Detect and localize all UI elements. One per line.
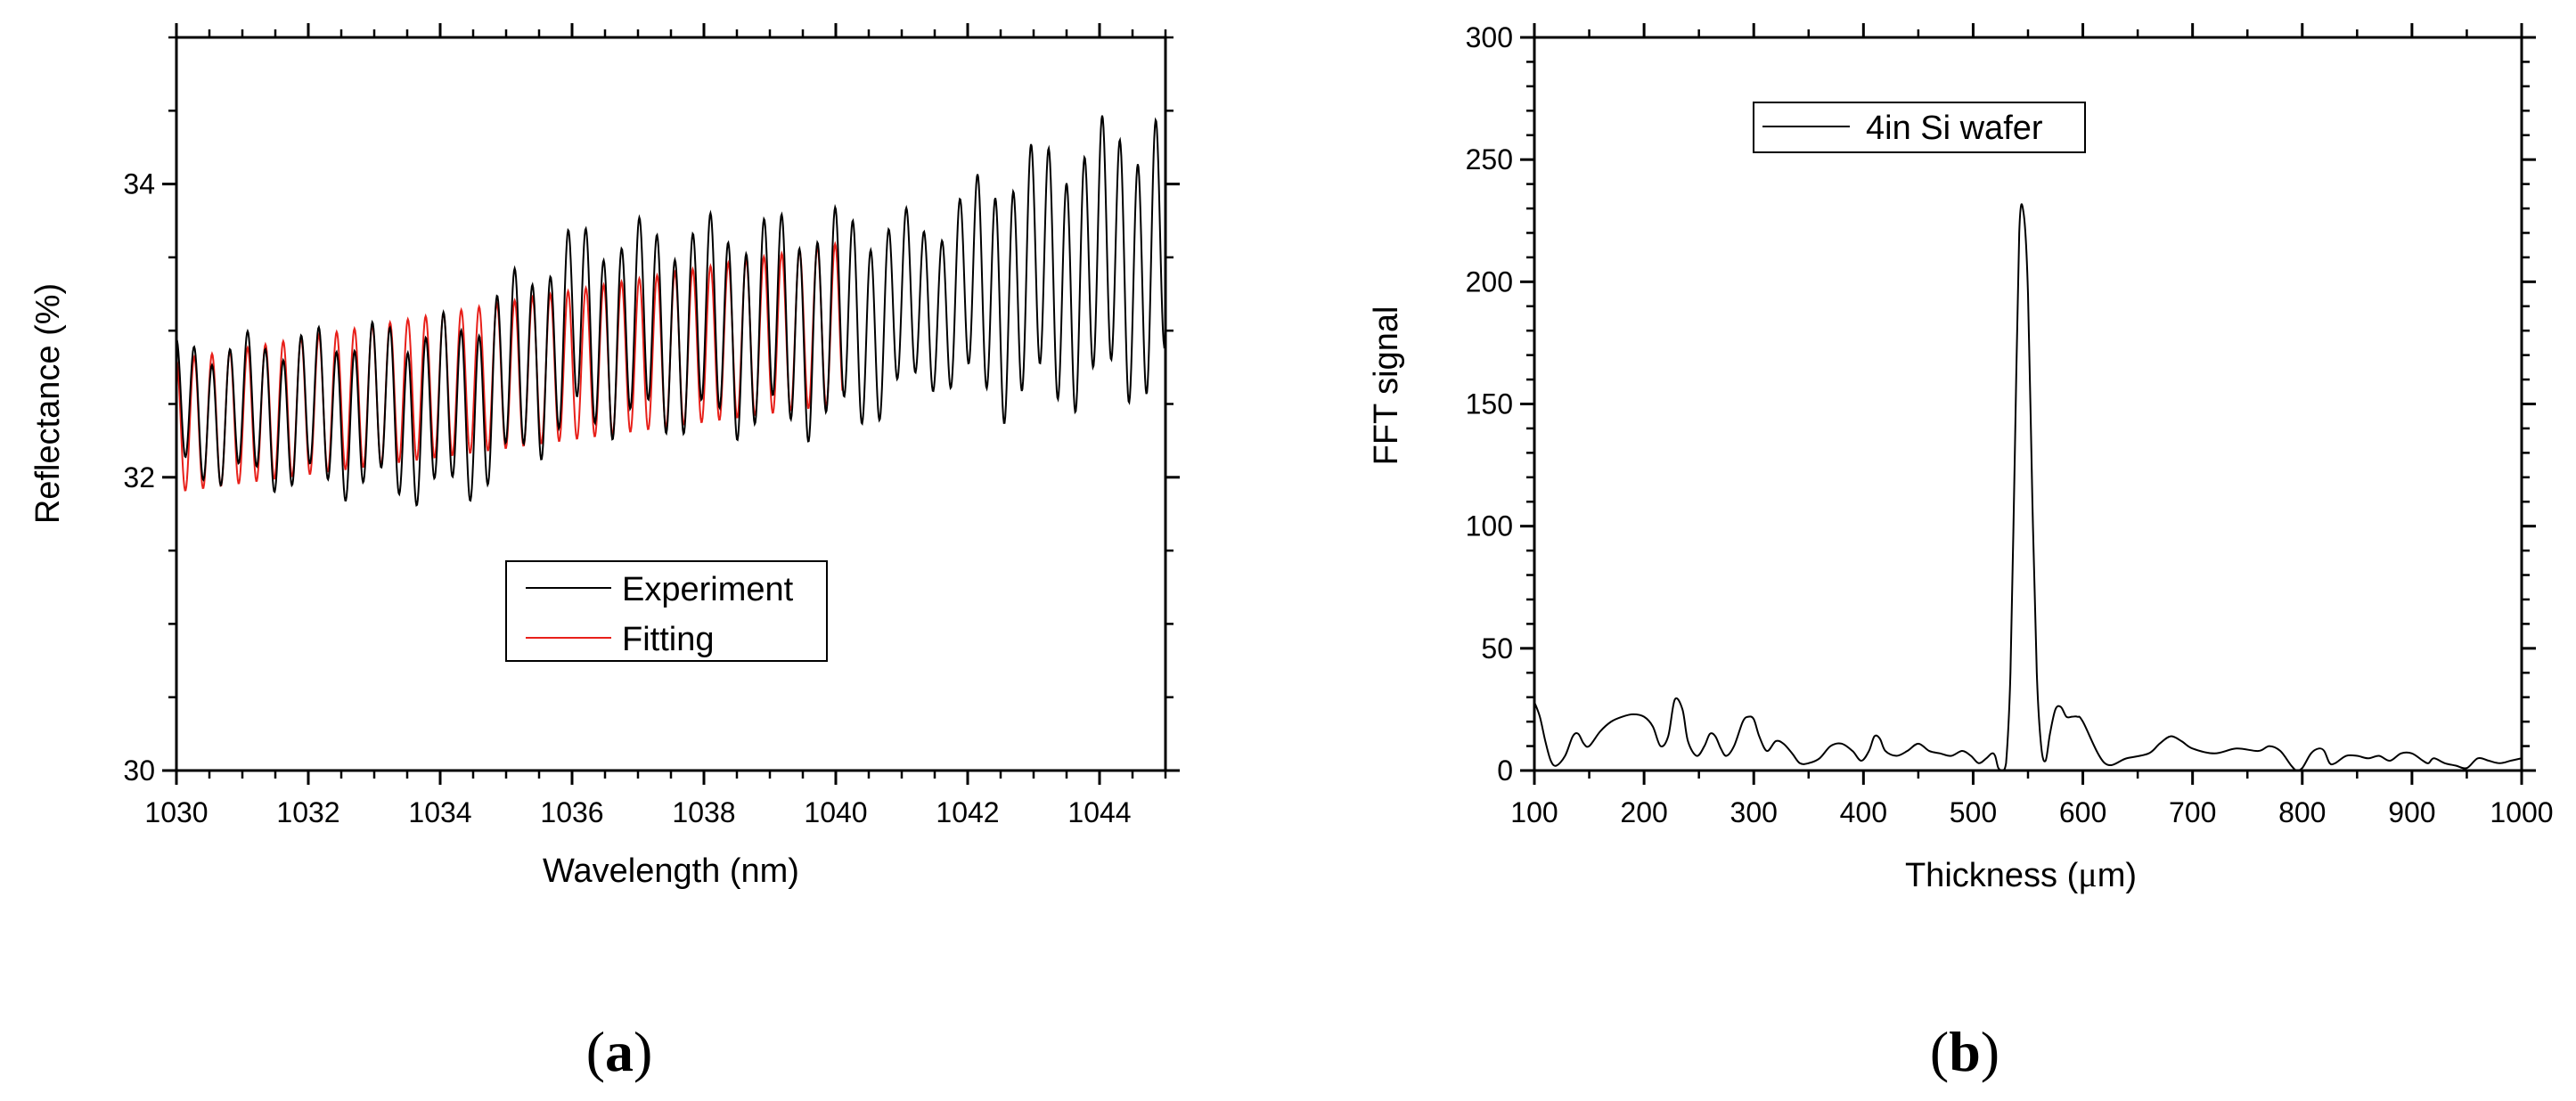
chart-a-x-axis-title: Wavelength (nm) xyxy=(543,852,799,890)
b-y-tick-label: 100 xyxy=(1466,510,1513,542)
b-x-tick-label: 1000 xyxy=(2490,796,2553,828)
a-x-tick-label: 1034 xyxy=(408,796,471,828)
chart-a-x-tick-labels: 1030 1032 1034 1036 1038 1040 1042 1044 xyxy=(144,796,1131,828)
chart-b-x-tick-labels: 100 200 300 400 500 600 700 800 900 1000 xyxy=(1510,796,2553,828)
a-x-tick-label: 1032 xyxy=(276,796,339,828)
chart-b-legend-box xyxy=(1753,102,2086,153)
chart-a-y-axis-title: Reflectance (%) xyxy=(29,283,67,524)
b-x-tick-label: 500 xyxy=(1950,796,1997,828)
chart-b-x-axis-title-mu: μ xyxy=(2078,854,2097,894)
chart-a-legend-label-fitting: Fitting xyxy=(622,621,714,658)
chart-b-x-axis-title: Thickness (μm) xyxy=(1905,854,2137,894)
chart-a-panel-label-letter: a xyxy=(605,1020,634,1083)
b-x-tick-label: 100 xyxy=(1510,796,1558,828)
b-x-tick-label: 200 xyxy=(1620,796,1667,828)
b-x-tick-label: 400 xyxy=(1840,796,1887,828)
chart-b-series-si-wafer xyxy=(1533,203,2523,772)
b-x-tick-label: 900 xyxy=(2388,796,2435,828)
a-x-tick-label: 1038 xyxy=(672,796,735,828)
chart-b-x-axis-title-prefix: Thickness ( xyxy=(1905,857,2079,894)
b-y-tick-label: 250 xyxy=(1466,143,1513,175)
a-y-tick-label: 30 xyxy=(123,754,155,787)
b-y-tick-label: 300 xyxy=(1466,21,1513,53)
b-y-tick-label: 150 xyxy=(1466,388,1513,420)
b-x-tick-label: 700 xyxy=(2169,796,2216,828)
chart-a-experiment-line xyxy=(176,115,1166,508)
b-y-tick-label: 50 xyxy=(1481,632,1513,665)
chart-a-panel-label-open: ( xyxy=(586,1020,605,1083)
chart-b-fft-line xyxy=(1533,203,2523,772)
chart-b: 100 200 300 400 500 600 700 800 900 1000 0 50 100 15… xyxy=(1368,21,2554,1083)
chart-a-ticks xyxy=(162,23,1180,785)
b-x-tick-label: 800 xyxy=(2278,796,2326,828)
a-x-tick-label: 1030 xyxy=(144,796,208,828)
b-y-tick-label: 0 xyxy=(1497,754,1513,787)
chart-b-panel-label-letter: b xyxy=(1949,1020,1981,1083)
b-x-tick-label: 300 xyxy=(1730,796,1778,828)
chart-a-legend-box xyxy=(505,560,828,662)
b-y-tick-label: 200 xyxy=(1466,265,1513,298)
a-x-tick-label: 1042 xyxy=(936,796,999,828)
a-x-tick-label: 1040 xyxy=(804,796,867,828)
a-x-tick-label: 1044 xyxy=(1067,796,1131,828)
chart-b-y-axis-title: FFT signal xyxy=(1368,306,1405,466)
a-y-tick-label: 34 xyxy=(123,168,155,200)
chart-a-legend-label-experiment: Experiment xyxy=(622,571,794,608)
chart-b-panel-label-open: ( xyxy=(1930,1020,1949,1083)
chart-a-y-tick-labels: 30 32 34 xyxy=(123,168,155,787)
chart-a-legend: Experiment Fitting xyxy=(505,560,828,662)
chart-a: 1030 1032 1034 1036 1038 1040 1042 1044 303234 … xyxy=(29,23,1180,1083)
chart-a-panel-label-close: ) xyxy=(634,1020,652,1083)
chart-b-x-axis-title-suffix: m) xyxy=(2098,857,2137,894)
chart-b-panel-label-close: ) xyxy=(1981,1020,1999,1083)
a-y-tick-label: 32 xyxy=(123,461,155,493)
chart-b-legend: 4in Si wafer xyxy=(1753,102,2086,153)
chart-a-panel-label: (a) xyxy=(586,1020,653,1083)
chart-b-panel-label: (b) xyxy=(1930,1020,1999,1083)
chart-b-legend-label: 4in Si wafer xyxy=(1866,110,2043,147)
b-x-tick-label: 600 xyxy=(2059,796,2106,828)
chart-b-ticks xyxy=(1520,23,2536,785)
a-x-tick-label: 1036 xyxy=(540,796,603,828)
chart-b-y-tick-labels: 0 50 100 150 200 250 300 xyxy=(1466,21,1513,787)
chart-a-series-experiment xyxy=(176,115,1166,508)
